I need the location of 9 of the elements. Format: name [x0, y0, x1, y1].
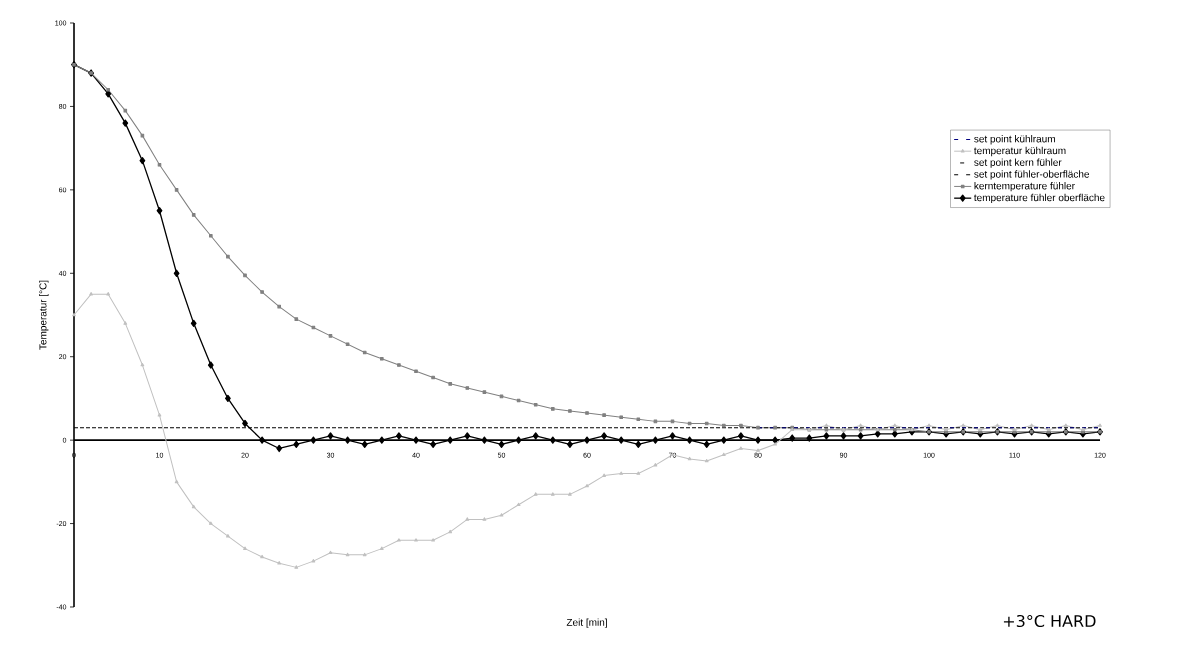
legend-label: set point fühler-oberfläche [974, 170, 1090, 180]
text: +3°C HARD [1003, 614, 1096, 628]
legend-label: kerntemperature fühler [974, 182, 1075, 192]
legend-label: temperatur kühlraum [974, 146, 1066, 157]
y-axis-title: Temperatur [°C] [39, 280, 49, 350]
legend-label: set point kühlraum [974, 135, 1055, 145]
legend-label: temperature fühler oberfläche [974, 193, 1105, 204]
x-axis-title: Zeit [min] [566, 618, 607, 628]
legend-label: set point kern fühler [974, 158, 1062, 168]
